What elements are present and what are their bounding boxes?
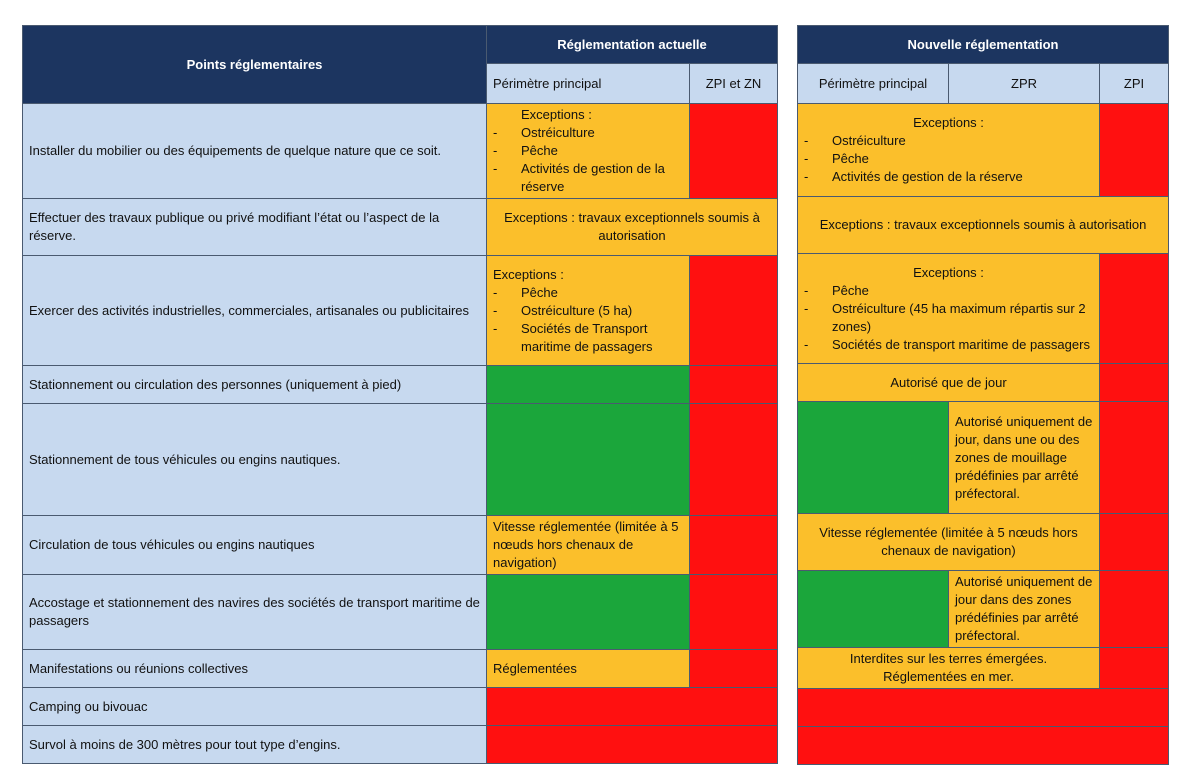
zpi-zn-cell [688,649,779,688]
row-label: Circulation de tous véhicules ou engins … [22,515,487,575]
actuelle-header: Réglementation actuelle [485,25,779,64]
list-item: Pêche [804,150,1093,168]
exception-list: Ostréiculture Pêche Activités de gestion… [804,132,1093,186]
zpi-cell [1098,570,1170,648]
actuelle-cell [485,725,779,764]
row-label: Stationnement de tous véhicules ou engin… [22,403,487,516]
row-label: Accostage et stationnement des navires d… [22,574,487,650]
nouvelle-perimetre-cell [797,570,949,648]
nouvelle-zpr-header: ZPR [948,63,1100,104]
list-item: Ostréiculture [493,124,683,142]
list-item: Activités de gestion de la réserve [804,168,1093,186]
zpi-cell [1098,647,1170,689]
actuelle-cell: Exceptions : Pêche Ostréiculture (5 ha) … [486,255,690,366]
nouvelle-cell: Exceptions : travaux exceptionnels soumi… [796,196,1170,254]
row-label: Survol à moins de 300 mètres pour tout t… [22,725,487,764]
zpi-zn-cell [688,574,779,650]
nouvelle-cell: Interdites sur les terres émergées. Régl… [797,647,1100,689]
list-item: Sociétés de transport maritime de passag… [804,336,1093,354]
current-regulation-table: Points réglementaires Réglementation act… [22,25,779,764]
actuelle-cell [486,365,690,404]
list-item: Ostréiculture (45 ha maximum répartis su… [804,300,1093,336]
nouvelle-cell [796,726,1170,765]
nouvelle-cell: Exceptions : Pêche Ostréiculture (45 ha … [797,253,1100,364]
actuelle-cell: Exceptions : travaux exceptionnels soumi… [485,198,779,256]
zpi-cell [1098,401,1170,514]
row-label: Installer du mobilier ou des équipements… [22,103,487,199]
actuelle-cell: Réglementées [486,649,690,688]
exception-list: Pêche Ostréiculture (45 ha maximum répar… [804,282,1093,354]
list-item: Pêche [493,142,683,160]
list-item: Sociétés de Transport maritime de passag… [493,320,683,356]
actuelle-cell [485,687,779,726]
nouvelle-perimetre-cell [797,401,949,514]
actuelle-zpi-zn-header: ZPI et ZN [688,63,779,104]
list-item: Activités de gestion de la réserve [493,160,683,196]
zpr-cell: Autorisé uniquement de jour, dans une ou… [948,401,1100,514]
zpi-cell [1098,513,1170,571]
new-regulation-table: Nouvelle réglementation Périmètre princi… [796,25,1170,765]
nouvelle-zpi-header: ZPI [1098,63,1170,104]
row-label: Camping ou bivouac [22,687,487,726]
nouvelle-cell [796,688,1170,727]
actuelle-cell [486,403,690,516]
zpi-zn-cell [688,103,779,199]
zpi-cell [1098,363,1170,402]
list-item: Ostréiculture [804,132,1093,150]
row-label: Exercer des activités industrielles, com… [22,255,487,366]
nouvelle-cell: Exceptions : Ostréiculture Pêche Activit… [797,103,1100,197]
zpi-cell [1098,103,1170,197]
exception-list: Pêche Ostréiculture (5 ha) Sociétés de T… [493,284,683,356]
zpr-cell: Autorisé uniquement de jour dans des zon… [948,570,1100,648]
list-item: Ostréiculture (5 ha) [493,302,683,320]
points-header: Points réglementaires [22,25,487,104]
actuelle-cell: Vitesse réglementée (limitée à 5 nœuds h… [486,515,690,575]
row-label: Stationnement ou circulation des personn… [22,365,487,404]
list-item: Pêche [804,282,1093,300]
nouvelle-perimetre-header: Périmètre principal [797,63,949,104]
zpi-zn-cell [688,515,779,575]
actuelle-cell [486,574,690,650]
list-item: Pêche [493,284,683,302]
nouvelle-cell: Autorisé que de jour [797,363,1100,402]
actuelle-perimetre-header: Périmètre principal [486,63,690,104]
zpi-zn-cell [688,403,779,516]
nouvelle-header: Nouvelle réglementation [796,25,1170,64]
row-label: Manifestations ou réunions collectives [22,649,487,688]
nouvelle-cell: Vitesse réglementée (limitée à 5 nœuds h… [797,513,1100,571]
row-label: Effectuer des travaux publique ou privé … [22,198,487,256]
exception-list: Ostréiculture Pêche Activités de gestion… [493,124,683,196]
actuelle-cell: Exceptions : Ostréiculture Pêche Activit… [486,103,690,199]
zpi-zn-cell [688,255,779,366]
zpi-cell [1098,253,1170,364]
zpi-zn-cell [688,365,779,404]
